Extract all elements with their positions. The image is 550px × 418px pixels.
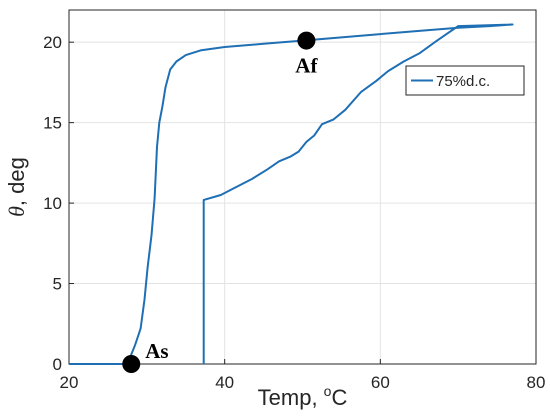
annotation-marker-af <box>297 31 316 50</box>
y-axis-label-unit: , deg <box>4 157 29 206</box>
y-axis-label: θ, deg <box>4 157 29 217</box>
x-axis-label: Temp, oC <box>258 383 348 410</box>
y-tick-label: 15 <box>43 114 62 133</box>
x-tick-label: 80 <box>527 373 546 392</box>
annotation-marker-as <box>122 355 141 373</box>
axis-ticks: 20 40 60 80 0 5 10 15 20 <box>43 33 545 392</box>
x-axis-label-superscript: o <box>324 383 332 399</box>
y-tick-label: 10 <box>43 194 62 213</box>
y-axis-label-variable: θ <box>4 206 29 217</box>
y-tick-label: 5 <box>53 275 62 294</box>
legend: 75%d.c. <box>405 65 525 96</box>
series-layer <box>69 23 514 365</box>
plot-area-frame <box>68 9 537 365</box>
y-tick-label: 20 <box>43 33 62 52</box>
annotation-label-af: Af <box>295 54 318 78</box>
y-tick-label: 0 <box>53 355 62 374</box>
series-line-75pct-dc <box>69 23 514 365</box>
x-tick-label: 20 <box>60 373 79 392</box>
legend-label: 75%d.c. <box>436 73 490 90</box>
annotations: As Af <box>122 31 318 373</box>
x-axis-label-unit: C <box>331 385 347 410</box>
x-tick-label: 60 <box>371 373 390 392</box>
x-tick-label: 40 <box>215 373 234 392</box>
x-axis-label-main: Temp, <box>258 385 324 410</box>
annotation-label-as: As <box>145 339 168 363</box>
